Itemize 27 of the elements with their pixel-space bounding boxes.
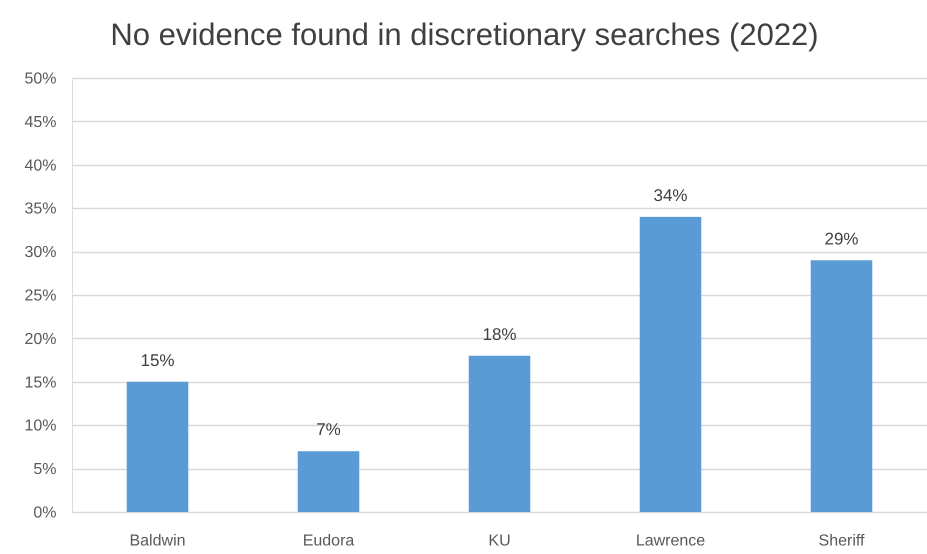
- bar: [298, 451, 360, 512]
- data-label: 18%: [482, 324, 517, 344]
- data-label: 29%: [824, 229, 859, 248]
- y-tick-label: 15%: [24, 374, 56, 392]
- bar: [810, 260, 872, 512]
- x-tick-label: KU: [488, 532, 511, 550]
- y-tick-label: 50%: [24, 70, 56, 88]
- y-tick-label: 5%: [33, 461, 56, 478]
- y-tick-label: 25%: [24, 288, 56, 304]
- data-label: 15%: [140, 350, 175, 370]
- bar: [640, 216, 702, 512]
- data-label: 7%: [316, 420, 341, 440]
- y-tick-label: 30%: [24, 244, 56, 262]
- y-tick-label: 40%: [24, 157, 56, 174]
- x-tick-label: Sheriff: [818, 532, 866, 550]
- y-tick-label: 35%: [24, 200, 56, 218]
- x-tick-label: Baldwin: [129, 532, 186, 550]
- bar: [126, 382, 188, 512]
- chart-title: No evidence found in discretionary searches (2022): [110, 17, 819, 52]
- x-tick-label: Eudora: [302, 532, 354, 550]
- y-tick-label: 0%: [33, 504, 56, 522]
- y-tick-label: 20%: [24, 330, 56, 348]
- y-tick-label: 45%: [24, 114, 56, 131]
- x-tick-label: Lawrence: [636, 532, 706, 550]
- y-tick-label: 10%: [24, 418, 56, 435]
- bar: [468, 356, 530, 512]
- data-label: 34%: [653, 186, 688, 205]
